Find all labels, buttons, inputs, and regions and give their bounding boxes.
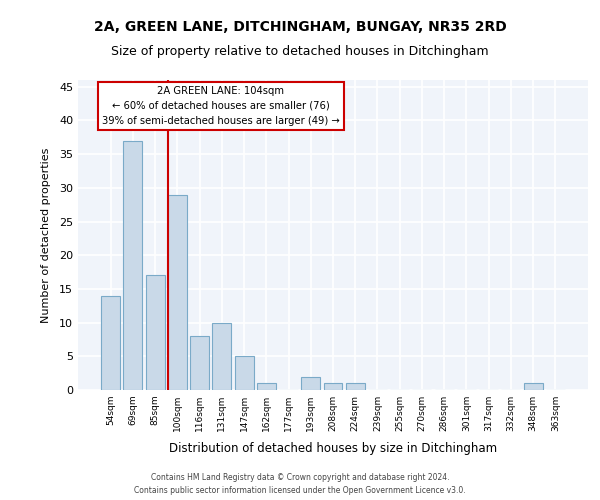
- Text: 2A, GREEN LANE, DITCHINGHAM, BUNGAY, NR35 2RD: 2A, GREEN LANE, DITCHINGHAM, BUNGAY, NR3…: [94, 20, 506, 34]
- Bar: [168, 194, 187, 390]
- Bar: [146, 276, 164, 390]
- Bar: [212, 322, 231, 390]
- Text: Size of property relative to detached houses in Ditchingham: Size of property relative to detached ho…: [111, 45, 489, 58]
- Bar: [524, 384, 542, 390]
- X-axis label: Distribution of detached houses by size in Ditchingham: Distribution of detached houses by size …: [169, 442, 497, 456]
- Bar: [323, 384, 343, 390]
- Text: Contains HM Land Registry data © Crown copyright and database right 2024.
Contai: Contains HM Land Registry data © Crown c…: [134, 474, 466, 495]
- Bar: [101, 296, 120, 390]
- Y-axis label: Number of detached properties: Number of detached properties: [41, 148, 50, 322]
- Bar: [301, 376, 320, 390]
- Bar: [257, 384, 276, 390]
- Bar: [124, 140, 142, 390]
- Bar: [235, 356, 254, 390]
- Text: 2A GREEN LANE: 104sqm
← 60% of detached houses are smaller (76)
39% of semi-deta: 2A GREEN LANE: 104sqm ← 60% of detached …: [102, 86, 340, 126]
- Bar: [190, 336, 209, 390]
- Bar: [346, 384, 365, 390]
